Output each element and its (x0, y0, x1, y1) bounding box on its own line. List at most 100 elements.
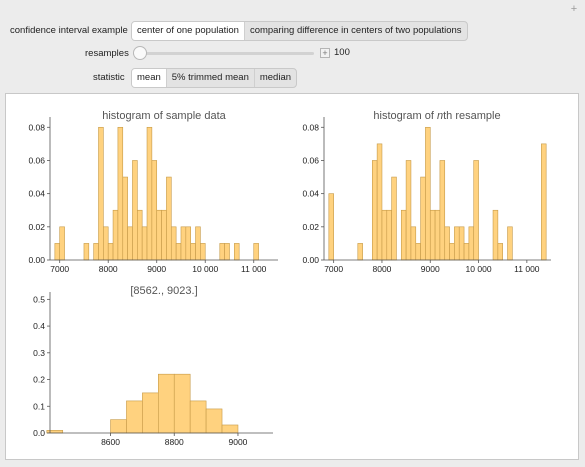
x-tick-label: 8800 (165, 437, 184, 447)
y-tick-label: 0.04 (302, 189, 319, 199)
histogram-bar (46, 430, 64, 434)
histogram-bar (59, 226, 65, 261)
y-tick-label: 0.2 (33, 375, 45, 385)
histogram-bar (156, 209, 162, 261)
histogram-bar (473, 160, 479, 261)
y-tick-label: 0.1 (33, 401, 45, 411)
histogram-bar (434, 209, 441, 261)
chart-title: [8562., 9023.] (130, 285, 197, 297)
y-tick-label: 0.5 (33, 294, 45, 304)
histogram-bar (400, 209, 407, 261)
histogram-bar (195, 226, 201, 261)
y-tick-label: 0.00 (28, 255, 45, 265)
x-tick-label: 8000 (99, 264, 118, 274)
histogram-bar (54, 243, 60, 261)
histogram-bar (205, 408, 223, 434)
histogram-bar (117, 126, 124, 261)
histogram-bar (386, 209, 392, 261)
histogram-bar (410, 226, 417, 261)
histogram-bar (328, 193, 334, 261)
histogram-bar (253, 243, 259, 261)
charts-svg: histogram of sample data 7000 8000 9000 10 … (28, 110, 551, 447)
histogram-bar (112, 209, 119, 261)
histogram-bar (146, 126, 153, 261)
y-tick-label: 0.06 (28, 155, 45, 165)
histogram-bar (381, 209, 388, 261)
histogram-bar (420, 176, 426, 261)
x-tick-label: 9000 (421, 264, 440, 274)
histogram-bar (173, 373, 191, 434)
x-tick-label: 11 000 (241, 264, 267, 274)
histogram-bar (219, 243, 225, 261)
statistic-selector[interactable]: mean 5% trimmed mean median (131, 68, 298, 88)
y-tick-label: 0.04 (28, 189, 45, 199)
histogram-bar (127, 226, 133, 261)
resamples-slider-thumb[interactable] (133, 46, 147, 60)
option-mean[interactable]: mean (132, 69, 167, 87)
y-tick-label: 0.0 (33, 428, 45, 438)
histogram-bar (107, 243, 114, 261)
histogram-bar (180, 226, 187, 261)
resamples-label: resamples (85, 48, 129, 59)
x-tick-label: 9000 (228, 437, 247, 447)
resamples-slider-track[interactable] (133, 52, 314, 55)
y-tick-label: 0.08 (302, 122, 319, 132)
slider-plus-icon[interactable]: + (320, 48, 330, 58)
x-tick-label: 11 000 (514, 264, 540, 274)
histogram-bar (234, 243, 240, 261)
x-tick-label: 10 000 (192, 264, 218, 274)
y-tick-label: 0.08 (28, 122, 45, 132)
histogram-bar (224, 243, 230, 261)
histogram-bar (458, 226, 465, 261)
histogram-bar (132, 160, 138, 261)
histogram-bar (142, 392, 159, 434)
x-tick-label: 7000 (50, 264, 69, 274)
option-trimmed-mean[interactable]: 5% trimmed mean (167, 69, 255, 87)
histogram-bar (492, 209, 499, 261)
title-part-3: th resample (443, 110, 500, 122)
histogram-bar (83, 243, 90, 261)
histogram-bar (200, 243, 206, 261)
histogram-bar (497, 243, 503, 261)
y-tick-label: 0.02 (302, 222, 319, 232)
y-tick-label: 0.02 (28, 222, 45, 232)
option-comparing-two-populations[interactable]: comparing difference in centers of two p… (249, 25, 462, 36)
interval-selector[interactable]: center of one population comparing diffe… (131, 21, 468, 41)
histogram-bar (166, 176, 172, 261)
chart-title: histogram of nth resample (373, 110, 500, 122)
histogram-bar (161, 209, 167, 261)
histogram-bar (190, 243, 196, 261)
histogram-bar (151, 160, 158, 261)
histogram-bar (126, 400, 143, 434)
expand-plus-icon[interactable]: + (570, 3, 578, 15)
x-tick-label: 7000 (324, 264, 343, 274)
sample-data-histogram: histogram of sample data 7000 8000 9000 10 … (28, 110, 278, 274)
option-median[interactable]: median (259, 72, 292, 83)
histogram-bar (454, 226, 460, 261)
x-tick-label: 8600 (101, 437, 120, 447)
histogram-bar (371, 160, 378, 261)
histogram-bar (185, 226, 191, 261)
x-tick-label: 8000 (372, 264, 391, 274)
histogram-bar (93, 243, 99, 261)
histogram-bar (110, 419, 127, 434)
histogram-bar (439, 160, 446, 261)
resamples-value: 100 (334, 47, 350, 58)
resample-means-histogram: [8562., 9023.] 8600 8800 9000 0.0 0.1 0.2 0.3 0… (33, 285, 273, 447)
histogram-bar (357, 243, 363, 261)
histogram-bar (122, 176, 128, 261)
y-tick-label: 0.00 (302, 255, 319, 265)
histogram-bar (376, 143, 383, 261)
y-tick-label: 0.06 (302, 155, 319, 165)
histogram-bar (103, 226, 109, 261)
output-panel: histogram of sample data 7000 8000 9000 10 … (5, 93, 579, 460)
histogram-bar (429, 209, 436, 261)
histogram-bar (415, 243, 421, 261)
title-part-1: histogram of (373, 110, 437, 122)
histogram-bar (137, 209, 143, 261)
option-center-of-one-population[interactable]: center of one population (132, 22, 245, 40)
nth-resample-histogram: histogram of nth resample 7000 8000 9000 10… (302, 110, 551, 274)
histogram-bar (221, 424, 239, 434)
histogram-bar (158, 373, 175, 434)
interval-label: confidence interval example (10, 25, 128, 36)
